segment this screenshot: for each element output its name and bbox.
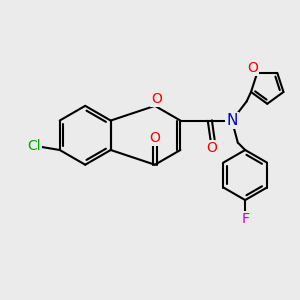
Text: O: O xyxy=(149,130,160,145)
Text: O: O xyxy=(206,141,217,154)
Text: O: O xyxy=(151,92,162,106)
Text: O: O xyxy=(248,61,258,75)
Text: Cl: Cl xyxy=(27,139,40,153)
Text: F: F xyxy=(241,212,249,226)
Text: N: N xyxy=(226,113,238,128)
